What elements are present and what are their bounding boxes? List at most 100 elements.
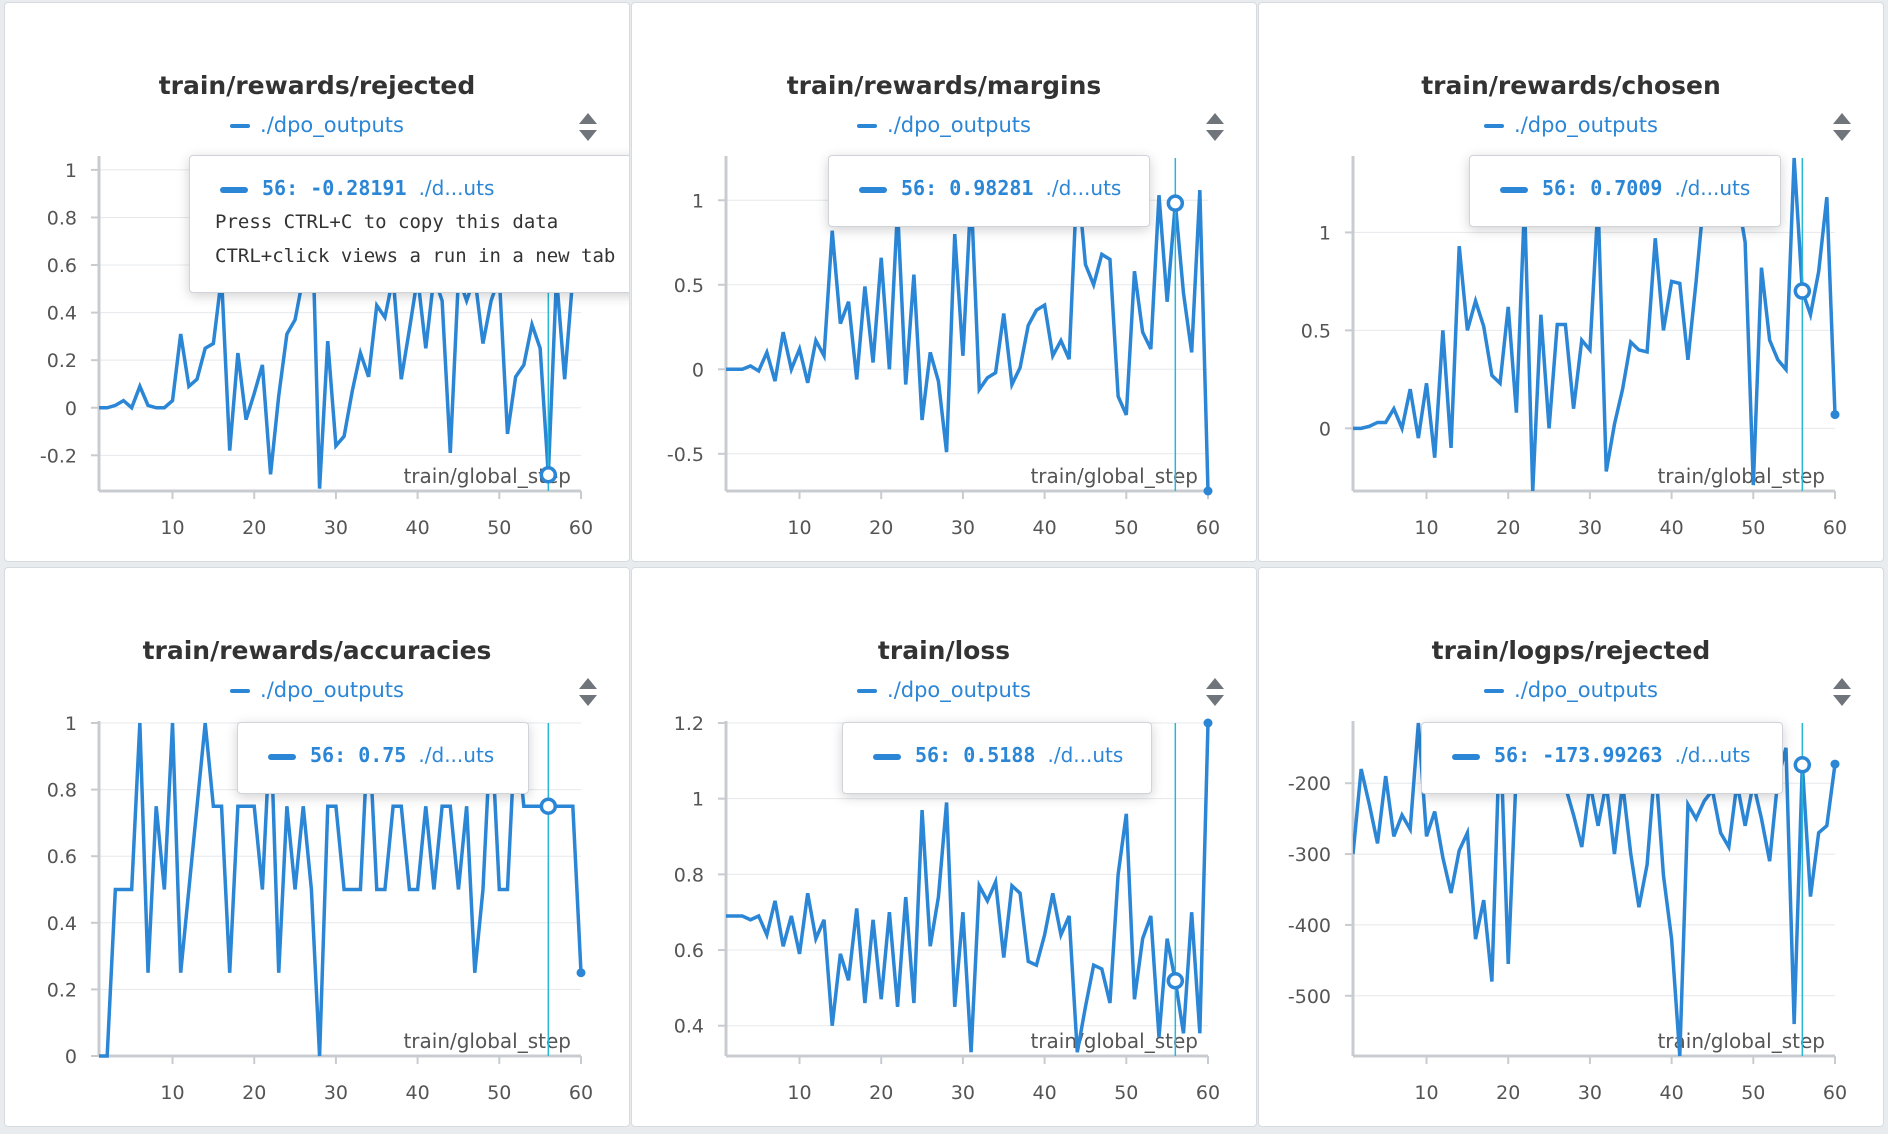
x-axis-label: train/global_step xyxy=(1657,464,1825,488)
x-tick-label: 20 xyxy=(242,1082,266,1104)
x-tick-label: 40 xyxy=(1660,1082,1684,1104)
last-point-marker xyxy=(1830,410,1840,420)
tooltip-hint-newtab: CTRL+click views a run in a new tab xyxy=(215,245,616,267)
sort-handle-icon[interactable] xyxy=(579,113,597,141)
tooltip-row: 56: -0.28191 ./d...uts xyxy=(220,176,494,200)
sort-handle-icon[interactable] xyxy=(1833,113,1851,141)
x-tick-label: 40 xyxy=(1033,1082,1057,1104)
y-tick-label: 1.2 xyxy=(674,713,704,735)
chart-panel[interactable]: train/loss ./dpo_outputs 0.4 0.6 0.8 1 1.2 10… xyxy=(631,567,1257,1127)
panel-title: train/rewards/rejected xyxy=(158,71,476,100)
y-tick-label: 1 xyxy=(1319,222,1331,244)
legend[interactable]: ./dpo_outputs xyxy=(1259,113,1883,137)
x-tick-label: 60 xyxy=(1823,517,1847,539)
chart-plot: -500 -400 -300 -200 10 20 30 40 50 60 train/global… xyxy=(1288,721,1847,1104)
x-axis-label: train/global_step xyxy=(1030,1029,1198,1053)
tooltip-hint-copy: Press CTRL+C to copy this data xyxy=(215,211,559,233)
chart-panel[interactable]: train/rewards/chosen ./dpo_outputs 0 0.5 1… xyxy=(1258,2,1884,562)
legend[interactable]: ./dpo_outputs xyxy=(632,678,1256,702)
hover-point-marker xyxy=(539,466,558,484)
y-tick-label: -500 xyxy=(1288,986,1331,1008)
sort-handle-icon[interactable] xyxy=(579,678,597,706)
x-tick-label: 30 xyxy=(324,1082,348,1104)
legend-label: ./dpo_outputs xyxy=(260,113,404,137)
y-tick-label: 0.4 xyxy=(47,303,77,325)
legend-label: ./dpo_outputs xyxy=(1514,113,1658,137)
y-tick-label: -0.5 xyxy=(667,444,704,466)
x-tick-label: 30 xyxy=(324,517,348,539)
x-tick-label: 20 xyxy=(869,1082,893,1104)
y-tick-label: 0.6 xyxy=(47,255,77,277)
x-tick-label: 60 xyxy=(1196,517,1220,539)
chart-plot: -0.5 0 0.5 1 10 20 30 40 50 60 train/global_step xyxy=(667,156,1220,539)
x-tick-label: 60 xyxy=(1823,1082,1847,1104)
legend-swatch xyxy=(1484,689,1505,693)
tooltip-swatch xyxy=(1500,186,1528,193)
tooltip-row: 56: 0.75 ./d...uts xyxy=(268,743,494,767)
series-line xyxy=(1353,157,1837,492)
x-tick-label: 60 xyxy=(569,1082,593,1104)
chart-panel[interactable]: train/rewards/margins ./dpo_outputs -0.5… xyxy=(631,2,1257,562)
tooltip-swatch xyxy=(873,753,901,760)
x-tick-label: 20 xyxy=(1496,1082,1520,1104)
legend[interactable]: ./dpo_outputs xyxy=(5,678,629,702)
x-tick-label: 10 xyxy=(1414,1082,1438,1104)
hover-tooltip: 56: 0.5188 ./d...uts xyxy=(842,722,1152,794)
legend-swatch xyxy=(230,689,251,693)
x-tick-label: 40 xyxy=(1660,517,1684,539)
sort-handle-icon[interactable] xyxy=(1206,113,1224,141)
hover-tooltip: 56: 0.98281 ./d...uts xyxy=(828,155,1150,227)
legend-label: ./dpo_outputs xyxy=(887,113,1031,137)
y-tick-label: 0.4 xyxy=(47,913,77,935)
series-line xyxy=(99,193,583,489)
tooltip-run: ./d...uts xyxy=(1047,743,1124,767)
x-tick-label: 50 xyxy=(1741,1082,1765,1104)
x-tick-label: 50 xyxy=(487,1082,511,1104)
hover-point-marker xyxy=(1166,194,1185,212)
x-tick-label: 60 xyxy=(569,517,593,539)
chart-plot: 0 0.5 1 10 20 30 40 50 60 train/global_step xyxy=(1301,156,1847,539)
x-tick-label: 40 xyxy=(1033,517,1057,539)
y-tick-label: 0 xyxy=(1319,418,1331,440)
y-tick-label: 0.2 xyxy=(47,979,77,1001)
y-tick-label: 0.6 xyxy=(47,846,77,868)
y-tick-label: -300 xyxy=(1288,844,1331,866)
tooltip-swatch xyxy=(859,186,887,193)
series-line xyxy=(726,722,1210,1053)
tooltip-swatch xyxy=(220,186,248,193)
sort-handle-icon[interactable] xyxy=(1206,678,1224,706)
tooltip-run: ./d...uts xyxy=(418,743,495,767)
y-tick-label: 0.5 xyxy=(674,275,704,297)
tooltip-run: ./d...uts xyxy=(418,176,495,200)
tooltip-run: ./d...uts xyxy=(1674,176,1751,200)
chart-panel[interactable]: train/rewards/accuracies ./dpo_outputs 0… xyxy=(4,567,630,1127)
x-tick-label: 50 xyxy=(1114,517,1138,539)
legend-label: ./dpo_outputs xyxy=(887,678,1031,702)
chart-panel[interactable]: train/logps/rejected ./dpo_outputs -500-… xyxy=(1258,567,1884,1127)
chart-plot: 0.4 0.6 0.8 1 1.2 10 20 30 40 50 60 train/global_st… xyxy=(674,713,1220,1104)
legend-label: ./dpo_outputs xyxy=(1514,678,1658,702)
x-tick-label: 60 xyxy=(1196,1082,1220,1104)
y-tick-label: -200 xyxy=(1288,773,1331,795)
x-axis-label: train/global_step xyxy=(403,1029,571,1053)
legend[interactable]: ./dpo_outputs xyxy=(1259,678,1883,702)
legend[interactable]: ./dpo_outputs xyxy=(632,113,1256,137)
hover-tooltip: 56: 0.75 ./d...uts xyxy=(237,722,529,794)
x-tick-label: 20 xyxy=(869,517,893,539)
hover-tooltip: 56: 0.7009 ./d...uts xyxy=(1469,155,1781,227)
hover-point-marker xyxy=(1793,756,1812,774)
y-tick-label: 1 xyxy=(692,789,704,811)
tooltip-step: 56 xyxy=(901,176,926,200)
legend-swatch xyxy=(857,124,878,128)
x-tick-label: 50 xyxy=(1741,517,1765,539)
legend[interactable]: ./dpo_outputs xyxy=(5,113,629,137)
sort-handle-icon[interactable] xyxy=(1833,678,1851,706)
last-point-marker xyxy=(576,968,586,978)
tooltip-step: 56 xyxy=(1494,743,1519,767)
legend-swatch xyxy=(1484,124,1505,128)
tooltip-step: 56 xyxy=(310,743,335,767)
x-axis-label: train/global_step xyxy=(1030,464,1198,488)
panel-title: train/loss xyxy=(877,636,1011,665)
chart-panel[interactable]: train/rewards/rejected ./dpo_outputs -0.… xyxy=(4,2,630,562)
x-tick-label: 20 xyxy=(1496,517,1520,539)
